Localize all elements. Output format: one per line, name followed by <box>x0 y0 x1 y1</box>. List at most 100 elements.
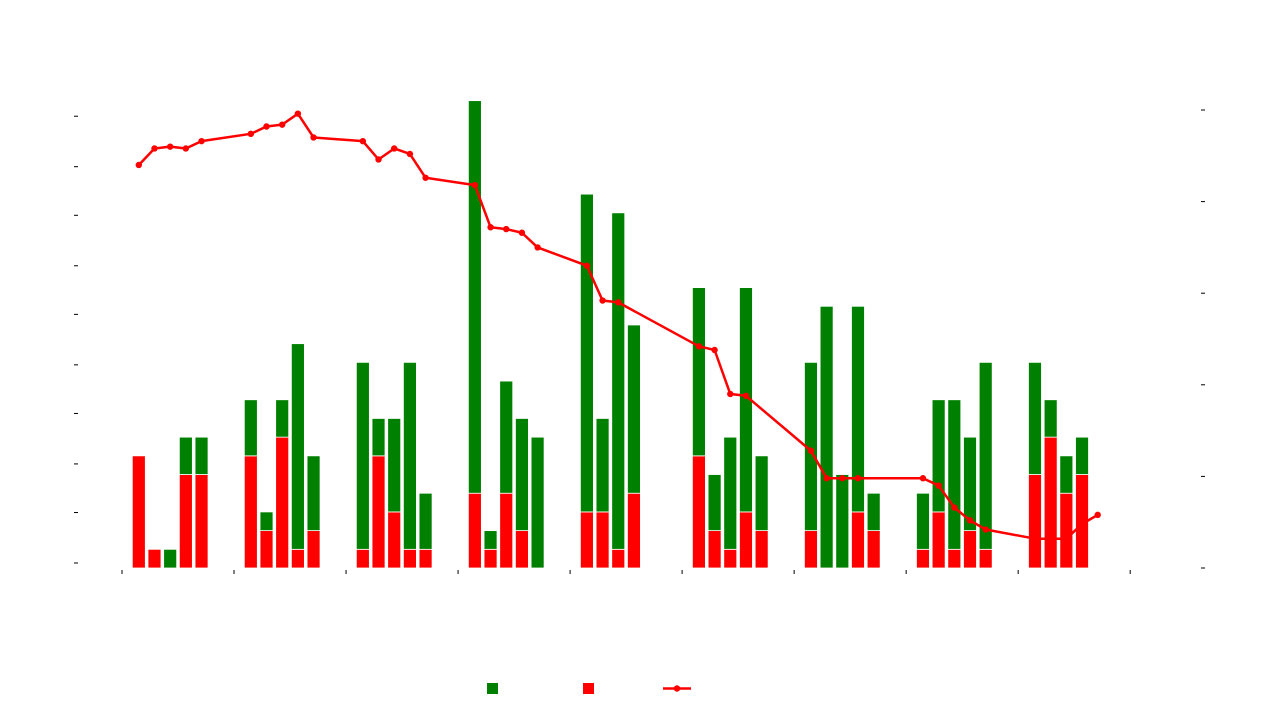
line-point-12 <box>391 145 398 152</box>
line-point-33 <box>951 504 958 511</box>
bar-red-7 <box>275 436 290 569</box>
line-point-11 <box>375 156 382 163</box>
bar-green-11 <box>371 418 386 457</box>
bar-green-21 <box>595 418 610 513</box>
bar-red-5 <box>243 455 258 569</box>
bar-red-22 <box>611 548 626 569</box>
bar-green-7 <box>275 399 290 438</box>
bar-red-40 <box>1043 436 1058 569</box>
line-point-32 <box>935 482 942 489</box>
bar-red-32 <box>851 511 865 569</box>
bar-red-20 <box>579 511 594 569</box>
bar-green-4 <box>194 436 209 475</box>
line-point-31 <box>919 475 927 482</box>
bar-green-38 <box>978 361 993 550</box>
bar-red-8 <box>290 548 305 569</box>
line-point-26 <box>742 392 750 399</box>
line-point-4 <box>198 137 205 145</box>
line-point-5 <box>247 130 255 138</box>
line-point-2 <box>166 143 174 150</box>
line-point-18 <box>518 229 526 236</box>
line-point-1 <box>151 145 158 152</box>
bar-green-31 <box>835 474 850 569</box>
bar-red-24 <box>692 455 706 569</box>
line-point-35 <box>982 526 989 533</box>
bar-green-10 <box>355 361 370 550</box>
bar-red-1 <box>147 548 162 569</box>
line-point-40 <box>1094 511 1101 519</box>
line-point-14 <box>422 174 429 181</box>
bar-green-23 <box>627 324 641 494</box>
bar-green-40 <box>1043 399 1058 438</box>
line-point-19 <box>534 244 541 251</box>
bar-green-33 <box>866 492 881 532</box>
bar-green-34 <box>916 492 930 550</box>
bar-green-41 <box>1059 455 1074 494</box>
bar-green-42 <box>1075 436 1089 475</box>
bar-red-33 <box>866 530 881 569</box>
line-point-28 <box>823 475 830 482</box>
line-point-27 <box>807 447 815 454</box>
bar-green-26 <box>723 436 738 550</box>
line-point-15 <box>471 181 479 189</box>
bar-red-23 <box>627 492 641 569</box>
bar-green-28 <box>754 455 769 532</box>
bar-red-6 <box>259 530 274 569</box>
right-axis-ticks <box>1201 109 1205 569</box>
bar-red-15 <box>467 492 482 569</box>
bar-green-3 <box>178 436 193 475</box>
bar-red-17 <box>499 492 514 569</box>
bar-green-12 <box>387 418 402 513</box>
line-point-8 <box>294 110 302 117</box>
line-point-10 <box>359 137 367 145</box>
bar-red-12 <box>387 511 402 569</box>
bar-green-39 <box>1028 361 1042 475</box>
bar-green-32 <box>851 305 865 513</box>
bar-green-13 <box>402 361 417 550</box>
line-point-20 <box>583 262 591 269</box>
line-point-29 <box>839 475 846 482</box>
line-point-22 <box>615 299 622 306</box>
line-point-37 <box>1047 535 1054 542</box>
bar-green-15 <box>467 100 482 494</box>
bar-green-24 <box>692 287 706 457</box>
bar-green-18 <box>515 418 529 532</box>
bar-red-10 <box>355 548 370 569</box>
bar-red-35 <box>931 511 946 569</box>
legend-green-swatch <box>487 683 498 694</box>
bar-red-41 <box>1059 492 1074 569</box>
line-point-36 <box>1031 535 1039 542</box>
bar-red-13 <box>402 548 417 569</box>
bar-red-0 <box>131 455 146 569</box>
bar-red-39 <box>1028 474 1042 569</box>
bar-red-21 <box>595 511 610 569</box>
line-point-7 <box>278 121 286 128</box>
bar-red-4 <box>194 474 209 569</box>
bar-red-11 <box>371 455 386 569</box>
line-point-16 <box>487 224 494 231</box>
legend-line-marker <box>673 685 681 692</box>
line-point-6 <box>263 123 270 130</box>
bar-red-9 <box>306 530 321 569</box>
bar-green-9 <box>306 455 321 532</box>
legend <box>487 683 691 694</box>
line-point-17 <box>503 225 510 233</box>
bar-red-38 <box>978 548 993 569</box>
bar-green-20 <box>579 193 594 513</box>
line-point-39 <box>1078 520 1086 528</box>
bar-red-27 <box>739 511 753 569</box>
bar-green-35 <box>931 399 946 513</box>
bar-green-30 <box>819 305 834 569</box>
line-point-0 <box>135 161 143 169</box>
line-series <box>135 110 1101 542</box>
line-point-21 <box>599 297 606 304</box>
bar-green-37 <box>963 436 977 532</box>
bar-red-29 <box>804 530 818 569</box>
legend-red-swatch <box>583 683 594 694</box>
bar-red-36 <box>947 548 962 569</box>
line-point-34 <box>966 517 974 524</box>
bar-green-2 <box>163 548 178 569</box>
line-point-30 <box>854 475 862 482</box>
bar-green-17 <box>499 380 514 494</box>
bar-green-6 <box>259 511 274 532</box>
